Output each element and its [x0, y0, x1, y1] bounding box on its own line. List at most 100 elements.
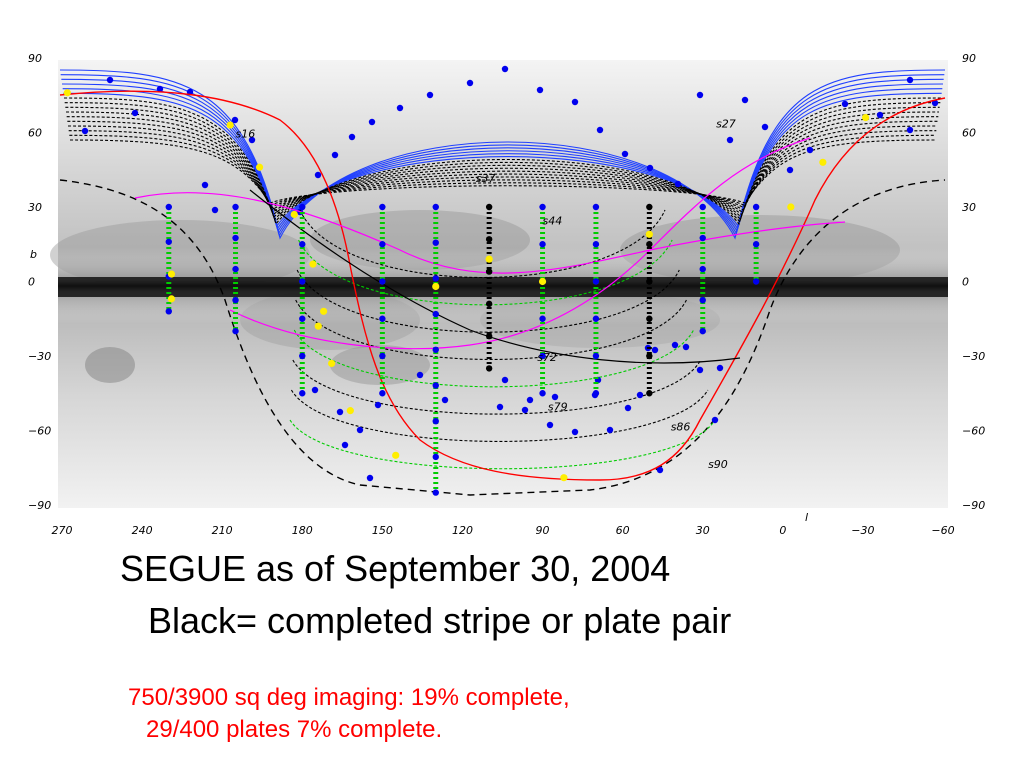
plate-center-dot [232, 203, 239, 211]
plate-center-dot [485, 203, 493, 211]
x-tick-label: 240 [132, 524, 153, 537]
plate-center-dot [546, 421, 554, 429]
plate-center-dot [299, 203, 306, 211]
plate-center-dot [646, 241, 653, 248]
y-tick-label: 0 [28, 276, 35, 289]
plate-center-dot [485, 365, 493, 372]
plate-center-dot [682, 343, 690, 351]
plate-center-dot [299, 390, 306, 397]
plate-center-dot [521, 406, 529, 414]
southern-stripes [289, 209, 724, 482]
plate-center-dot [571, 98, 579, 106]
plate-center-dot [299, 315, 306, 322]
plate-center-dot [348, 133, 356, 141]
north-stripe-curve [66, 116, 939, 216]
plate-center-dot [485, 300, 493, 308]
plate-center-dot [396, 104, 404, 112]
sky-background [50, 60, 948, 508]
special-point [290, 210, 298, 219]
plate-center-dot [432, 417, 439, 425]
special-point [167, 270, 176, 278]
plate-center-dot [501, 65, 509, 73]
plate-center-dot [432, 239, 439, 246]
plate-center-dot [696, 366, 704, 374]
plate-center-dot [752, 278, 760, 285]
special-point [328, 359, 336, 368]
plate-center-dot [539, 390, 546, 397]
stripe-label: s37 [476, 172, 496, 185]
special-point [346, 407, 354, 415]
special-point [320, 307, 328, 315]
plate-center-dot [441, 396, 449, 404]
plate-center-dot [379, 352, 386, 360]
plate-center-dot [379, 390, 386, 397]
plate-center-dot [876, 111, 884, 119]
south-stripe-arc [293, 329, 695, 388]
plate-center-dot [699, 296, 706, 304]
plate-center-dot [131, 109, 139, 117]
plate-center-dot [761, 123, 769, 131]
y-tick-label: 90 [962, 52, 976, 65]
plate-center-dot [311, 386, 319, 394]
magenta-curve-upper [134, 192, 846, 274]
plate-center-dot [341, 441, 349, 449]
vertical-stripes [165, 203, 760, 496]
south-stripe-arc [290, 389, 709, 442]
plate-center-dot [432, 382, 439, 389]
special-point [314, 322, 322, 330]
plate-center-dot [646, 278, 653, 285]
y-tick-label: −90 [28, 499, 51, 512]
special-point [787, 203, 795, 211]
plate-center-dot [432, 310, 439, 318]
plate-center-dot [299, 278, 306, 285]
stripe-labels: s16 s27 s37 s44 s72 s79 s86 s90 [236, 118, 736, 471]
y-tick-label: 60 [28, 127, 42, 140]
north-stripe-curve [64, 102, 941, 223]
special-points [63, 89, 870, 482]
plate-center-dot [426, 91, 434, 99]
south-stripe-arc [299, 209, 666, 279]
y-tick-label: −30 [962, 350, 985, 363]
plate-center-dot [646, 352, 653, 360]
magenta-curve-lower [229, 137, 811, 350]
stripe-label: s27 [716, 118, 736, 131]
plate-center-dot [726, 136, 734, 144]
north-stripe-curve [68, 130, 937, 209]
north-stripe-curve [59, 69, 946, 240]
plate-center-dot [211, 206, 219, 214]
special-point [485, 255, 493, 263]
north-stripe-curve [67, 125, 938, 211]
north-stripe-curve [61, 83, 944, 233]
y-tick-label: −90 [962, 499, 985, 512]
plate-center-dot [539, 352, 546, 360]
plate-center-dot [232, 234, 239, 242]
x-axis-label: l [805, 511, 808, 524]
stripe-label: s44 [543, 214, 563, 227]
plate-center-dot [165, 308, 172, 315]
plate-center-dot [186, 88, 194, 96]
stripe-label: s90 [708, 458, 728, 471]
plate-center-dot [592, 203, 600, 211]
x-tick-label: 60 [616, 524, 630, 537]
plate-center-dot [165, 203, 172, 211]
plate-center-dot [536, 86, 544, 94]
plate-center-dot [379, 203, 386, 211]
plate-center-dot [299, 241, 306, 248]
x-tick-label: 30 [696, 524, 710, 537]
south-stripe-arc [295, 299, 687, 360]
plate-center-dot [416, 371, 424, 379]
x-tick-label: 180 [292, 524, 313, 537]
plate-center-dot [248, 136, 256, 144]
plate-center-dot [646, 390, 653, 397]
plate-center-dot [485, 236, 493, 243]
plate-center-dot [786, 166, 794, 174]
plate-center-dot [201, 181, 209, 189]
special-point [309, 260, 317, 268]
plate-center-dot [716, 364, 724, 372]
plate-center-dot [379, 278, 386, 285]
plate-center-dot [592, 278, 600, 285]
plate-center-dot [165, 238, 172, 245]
plate-center-dot [699, 234, 706, 242]
north-stripe-curve [62, 88, 943, 230]
stripe-label: s86 [671, 421, 691, 434]
